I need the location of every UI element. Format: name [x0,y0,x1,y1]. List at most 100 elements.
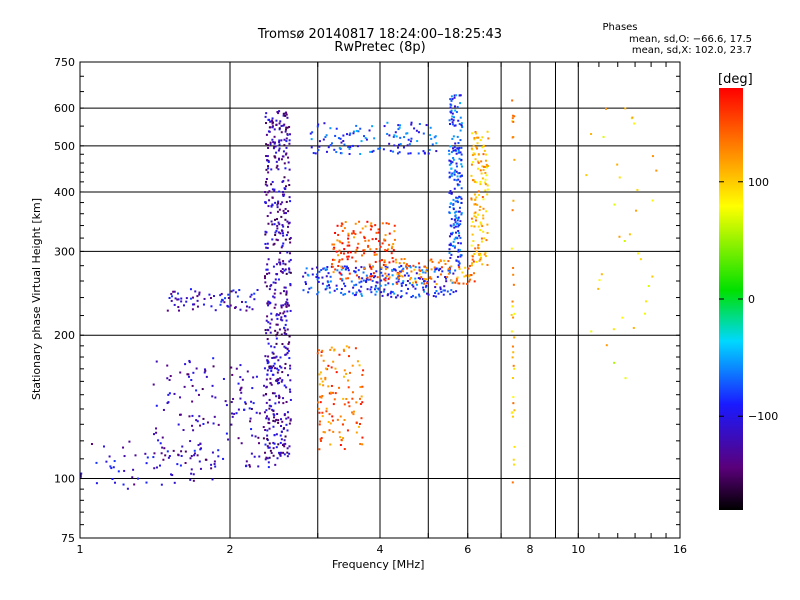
data-point [383,278,386,281]
data-point [318,373,321,376]
data-point [288,357,291,360]
data-point [318,420,321,423]
data-point [266,439,269,442]
data-point [624,377,627,380]
data-point [322,431,325,434]
data-point [351,364,354,367]
data-point [285,200,288,203]
data-point [612,328,615,331]
data-point [347,251,350,254]
data-point [231,412,234,415]
data-point [452,223,455,226]
data-point [231,415,234,418]
data-point [453,238,456,241]
data-point [459,255,462,258]
data-point [272,364,275,367]
data-point [510,313,513,316]
data-point [324,376,327,379]
data-point [512,351,515,354]
data-point [334,231,337,234]
data-point [476,160,479,163]
data-point [480,256,483,259]
data-point [455,279,458,282]
data-point [330,346,333,349]
data-point [417,131,420,134]
data-point [227,438,230,441]
data-point [188,361,191,364]
data-point [282,112,285,115]
data-point [287,349,290,352]
data-point [377,147,380,150]
data-point [452,291,455,294]
data-point [217,423,220,426]
data-point [133,483,136,486]
data-point [117,470,120,473]
data-point [326,284,329,287]
data-point [457,260,460,263]
data-point [284,353,287,356]
data-point [167,401,170,404]
data-point [238,289,241,292]
data-point [397,124,400,127]
data-point [390,290,393,293]
data-point [457,225,460,228]
data-point [311,131,314,134]
data-point [288,221,291,224]
data-point [272,281,275,284]
data-point [239,397,242,400]
data-point [345,372,348,375]
data-point [457,218,460,221]
data-point [339,241,342,244]
data-point [271,223,274,226]
data-point [465,274,468,277]
data-point [340,141,343,144]
data-point [264,230,267,233]
data-point [335,371,338,374]
data-point [212,365,215,368]
data-point [275,123,278,126]
data-point [445,280,448,283]
data-point [476,147,479,150]
data-point [282,124,285,127]
data-point [352,130,355,133]
stats-heading: Phases [602,22,638,33]
data-point [356,360,359,363]
data-point [268,288,271,291]
data-point [449,110,452,113]
data-point [325,275,328,278]
data-point [316,352,319,355]
data-point [455,152,458,155]
data-point [230,366,233,369]
data-point [475,136,478,139]
data-point [214,309,217,312]
data-point [289,241,292,244]
data-point [274,218,277,221]
data-point [327,272,330,275]
data-point [145,481,148,484]
data-point [395,261,398,264]
data-point [386,121,389,124]
data-point [399,296,402,299]
data-point [282,397,285,400]
data-point [278,127,281,130]
data-point [214,465,217,468]
data-point [373,137,376,140]
data-point [274,231,277,234]
data-point [264,115,267,118]
data-point [468,264,471,267]
data-point [166,309,169,312]
data-point [277,359,280,362]
data-point [347,232,350,235]
data-point [198,293,201,296]
data-point [511,209,514,212]
data-point [276,227,279,230]
data-point [333,243,336,246]
data-point [359,127,362,130]
data-point [456,106,459,109]
data-point [271,138,274,141]
data-point [349,251,352,254]
data-point [264,443,267,446]
data-point [195,389,198,392]
data-point [155,431,158,434]
data-point [452,281,455,284]
